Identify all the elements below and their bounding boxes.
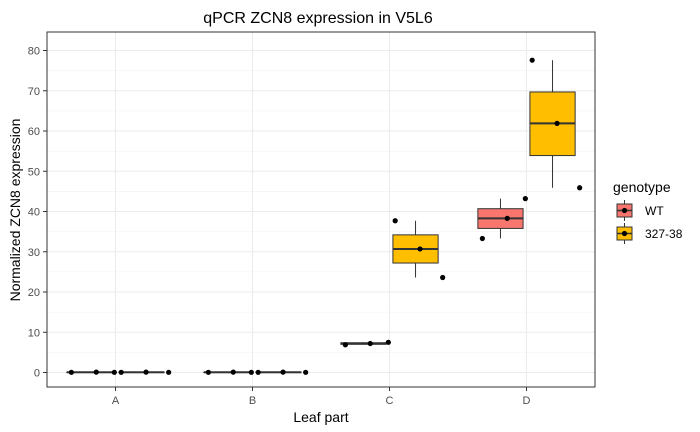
data-point	[342, 342, 348, 348]
y-tick-label: 80	[28, 46, 40, 58]
data-point	[479, 235, 485, 242]
data-point	[392, 218, 398, 224]
chart-title: qPCR ZCN8 expression in V5L6	[203, 10, 433, 27]
data-point	[367, 340, 373, 347]
legend-title: genotype	[613, 179, 671, 195]
legend: genotype WT 327-38	[613, 179, 683, 245]
plot-area	[66, 57, 583, 375]
data-point	[166, 369, 172, 375]
data-point	[385, 339, 391, 345]
data-point	[111, 369, 117, 375]
box-WT-B	[203, 369, 254, 375]
legend-key-point	[621, 207, 628, 214]
data-point	[554, 120, 560, 126]
x-tick-label: A	[112, 395, 120, 407]
data-point	[143, 369, 149, 375]
y-tick-label: 0	[34, 368, 40, 380]
box-WT-A	[66, 369, 117, 375]
y-tick-label: 60	[28, 126, 40, 138]
data-point	[522, 196, 528, 202]
x-tick-label: D	[523, 395, 531, 407]
data-point	[68, 369, 74, 375]
panel-border	[46, 31, 596, 388]
box-327-38-A	[118, 369, 172, 375]
data-point	[230, 369, 236, 375]
data-point	[577, 185, 583, 191]
box-327-38-C	[392, 218, 446, 281]
box-WT-D	[477, 196, 528, 242]
y-axis-label: Normalized ZCN8 expression	[7, 119, 23, 302]
data-point	[303, 369, 309, 375]
legend-label: WT	[645, 204, 664, 218]
box-327-38-D	[529, 57, 583, 191]
data-point	[440, 274, 446, 281]
x-axis-label: Leaf part	[293, 409, 348, 425]
data-point	[280, 369, 286, 375]
data-point	[255, 369, 261, 375]
y-tick-label: 70	[28, 86, 40, 98]
legend-item-327-38: 327-38	[613, 222, 683, 245]
box-WT-C	[340, 339, 391, 348]
data-point	[205, 369, 211, 375]
y-tick-label: 20	[28, 287, 40, 299]
y-tick-label: 30	[28, 247, 40, 259]
legend-items: WT 327-38	[613, 199, 683, 245]
x-tick-label: B	[249, 395, 256, 407]
data-point	[248, 369, 254, 375]
box-327-38-B	[255, 369, 309, 375]
data-point	[118, 369, 124, 375]
data-point	[529, 57, 535, 63]
legend-key-point	[621, 230, 628, 237]
y-tick-label: 50	[28, 166, 40, 178]
y-tick-label: 10	[28, 327, 40, 339]
data-point	[504, 215, 510, 221]
x-axis: A B C D	[112, 387, 531, 407]
y-tick-label: 40	[28, 207, 40, 219]
data-point	[93, 369, 99, 375]
legend-item-WT: WT	[613, 199, 664, 222]
data-point	[417, 246, 423, 252]
x-tick-label: C	[386, 395, 394, 407]
y-axis: 0 10 20 30 40 50 60 70 80	[28, 46, 47, 380]
legend-label: 327-38	[645, 227, 683, 241]
